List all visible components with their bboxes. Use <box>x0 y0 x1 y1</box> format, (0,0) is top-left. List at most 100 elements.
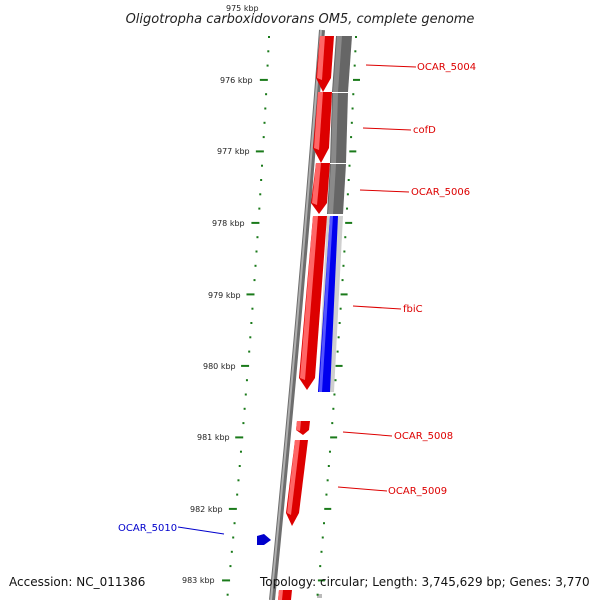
ruler-tick-minor <box>331 422 334 425</box>
ruler-tick-major <box>324 507 332 510</box>
ruler-label-979: 979 kbp <box>208 291 241 300</box>
ruler-tick-major <box>246 293 255 296</box>
ruler-tick-minor <box>337 336 340 339</box>
ruler-tick-minor <box>261 164 264 167</box>
ruler-tick-major <box>349 150 357 153</box>
genome-info-text: Topology: circular; Length: 3,745,629 bp… <box>259 575 590 589</box>
ruler-tick-minor <box>236 493 239 496</box>
ruler-tick-minor <box>263 121 266 124</box>
ruler-tick-minor <box>245 379 248 382</box>
ruler-tick-minor <box>233 522 236 525</box>
ruler-tick-minor <box>333 393 336 396</box>
ruler-tick-major <box>251 221 260 224</box>
ruler-label-978: 978 kbp <box>212 219 245 228</box>
gene-label-fbiC[interactable]: fbiC <box>403 304 423 315</box>
ruler-tick-minor <box>332 407 335 410</box>
gene-label-OCAR_5006[interactable]: OCAR_5006 <box>411 187 470 198</box>
ruler-labels: 975 kbp 976 kbp 977 kbp 978 kbp 979 kbp … <box>182 4 259 585</box>
ruler-label-983: 983 kbp <box>182 576 215 585</box>
gene-arrow-OCAR_5009[interactable] <box>286 440 308 526</box>
ruler-tick-minor <box>343 250 346 253</box>
ruler-tick-minor <box>256 236 259 239</box>
gene-label-OCAR_5009[interactable]: OCAR_5009 <box>388 486 447 497</box>
ruler-tick-minor <box>338 322 341 324</box>
ruler-label-975: 975 kbp <box>226 4 259 13</box>
ruler-tick-minor <box>255 250 258 253</box>
ruler-tick-minor <box>327 465 330 467</box>
ruler-tick-major <box>352 78 360 81</box>
ruler-tick-minor <box>265 93 268 96</box>
ruler-tick-minor <box>244 393 247 396</box>
ruler-tick-minor <box>237 479 240 482</box>
ruler-tick-minor <box>320 550 323 553</box>
ruler-tick-minor <box>230 550 233 553</box>
ruler-tick-minor <box>344 236 347 239</box>
ruler-tick-minor <box>328 450 331 453</box>
gene-arrow-cofD[interactable] <box>313 92 332 163</box>
ruler-tick-minor <box>339 307 342 310</box>
gene-arrow-OCAR_5010[interactable] <box>257 534 271 545</box>
ruler-tick-minor <box>259 193 262 196</box>
ruler-tick-minor <box>248 350 251 353</box>
ruler-tick-minor <box>350 121 353 124</box>
ruler-tick-major <box>255 150 264 153</box>
fbiC-cds-forward[interactable] <box>318 216 338 392</box>
gene-label-cofD[interactable]: cofD <box>413 125 436 136</box>
ruler-tick-minor <box>229 565 232 568</box>
ruler-tick-minor <box>243 407 246 410</box>
ruler-tick-minor <box>268 36 270 38</box>
gene-label-OCAR_5004[interactable]: OCAR_5004 <box>417 62 476 73</box>
ruler-tick-minor <box>226 593 229 596</box>
ruler-tick-minor <box>353 64 356 67</box>
gene-arrow-OCAR_5006[interactable] <box>311 163 330 214</box>
ruler-label-980: 980 kbp <box>203 362 236 371</box>
genome-title: Oligotropha carboxidovorans OM5, complet… <box>126 12 475 27</box>
ruler-tick-minor <box>351 107 354 110</box>
ruler-tick-minor <box>258 207 261 210</box>
chromosome-backbone <box>269 29 325 601</box>
ruler-tick-minor <box>251 307 254 310</box>
ruler-tick-minor <box>326 479 329 482</box>
ruler-tick-minor <box>266 64 269 67</box>
ruler-tick-minor <box>336 350 339 353</box>
ruler-tick-minor <box>238 465 241 467</box>
gene-label-leaders <box>177 64 417 535</box>
gene-arrow-OCAR_5008[interactable] <box>296 421 310 435</box>
ruler-tick-minor <box>354 50 357 53</box>
ruler-tick-minor <box>355 36 357 38</box>
ruler-label-981: 981 kbp <box>197 433 230 442</box>
ruler-tick-minor <box>249 336 252 339</box>
ruler-tick-minor <box>346 193 349 196</box>
ruler-tick-minor <box>325 493 328 496</box>
ruler-tick-minor <box>352 93 355 96</box>
ruler-tick-major <box>335 364 343 367</box>
ruler-tick-major <box>222 579 231 582</box>
ruler-tick-minor <box>260 179 263 181</box>
gene-label-OCAR_5008[interactable]: OCAR_5008 <box>394 431 453 442</box>
ruler-tick-minor <box>264 107 267 110</box>
ruler-tick-minor <box>347 179 350 181</box>
ruler-tick-minor <box>348 164 351 167</box>
accession-text: Accession: NC_011386 <box>9 575 145 589</box>
ruler-tick-major <box>241 364 250 367</box>
ruler-label-982: 982 kbp <box>190 505 223 514</box>
ruler-tick-major <box>228 507 237 510</box>
gene-label-OCAR_5010[interactable]: OCAR_5010 <box>118 523 177 534</box>
ruler-tick-minor <box>334 379 337 382</box>
ruler-tick-major <box>235 436 244 439</box>
ruler-tick-minor <box>321 536 324 539</box>
gene-labels: OCAR_5004 cofD OCAR_5006 fbiC OCAR_5008 … <box>118 62 476 534</box>
gene-arrow-fbiC[interactable] <box>299 216 327 390</box>
ruler-ticks-inner <box>222 36 270 596</box>
ruler-tick-major <box>340 293 348 296</box>
ruler-tick-major <box>259 78 268 81</box>
gene-arrow-OCAR_5004[interactable] <box>316 36 334 92</box>
ruler-tick-major <box>345 221 353 224</box>
ruler-tick-major <box>330 436 338 439</box>
ruler-tick-minor <box>242 422 245 425</box>
ruler-tick-major <box>317 579 325 582</box>
ruler-tick-minor <box>232 536 235 539</box>
ruler-tick-minor <box>323 522 326 525</box>
